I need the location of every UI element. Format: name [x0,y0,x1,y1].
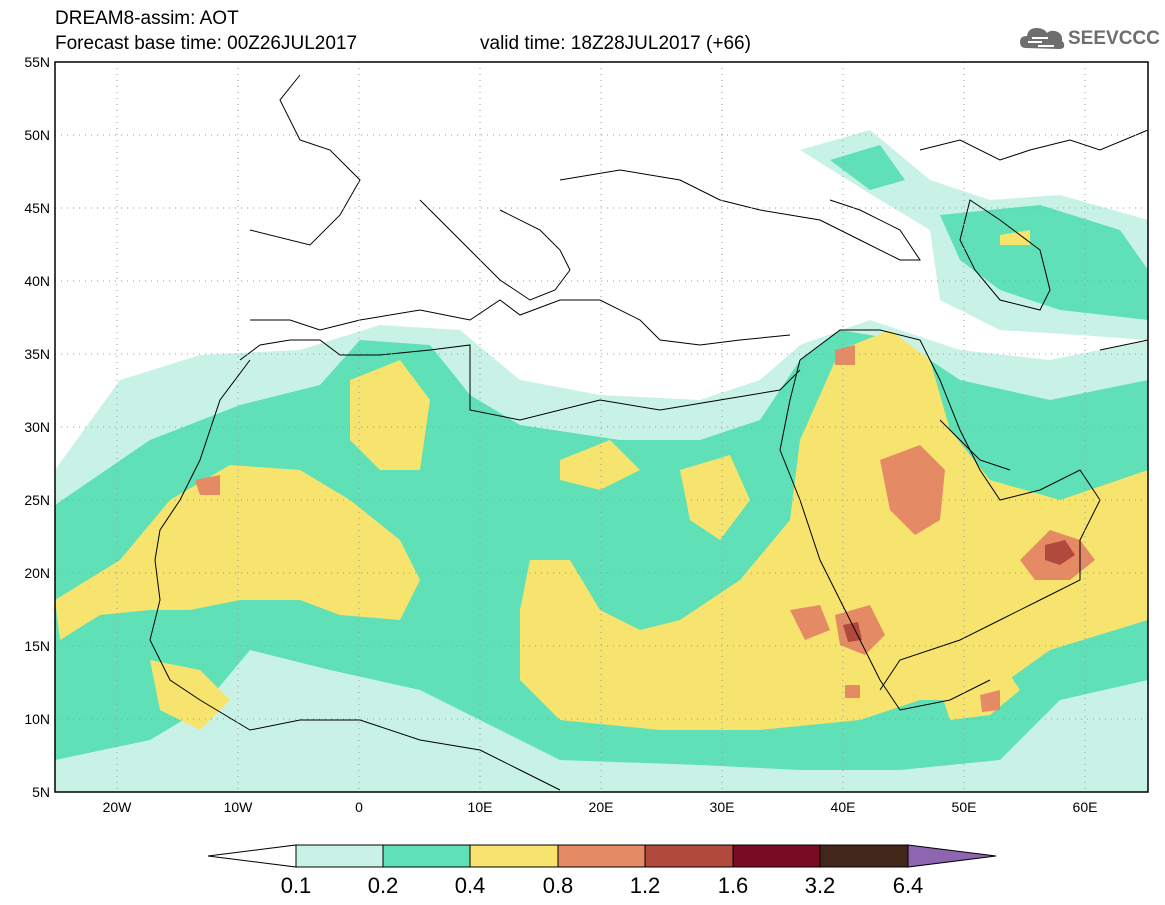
map-frame [54,61,1149,793]
colorbar-labels: 0.1 0.2 0.4 0.8 1.2 1.6 3.2 6.4 [281,873,924,898]
colorbar-label: 1.6 [718,873,749,898]
colorbar-label: 0.1 [281,873,312,898]
colorbar-bin [295,844,384,868]
cloud-icon [1020,28,1065,49]
lat-label: 15N [24,638,50,654]
seevccc-logo: SEEVCCC [1018,20,1160,60]
lon-label: 60E [1073,799,1098,815]
lat-label: 30N [24,419,50,435]
colorbar-bin [469,844,559,868]
lat-label: 55N [24,54,50,70]
colorbar-bin [382,844,471,868]
lon-label: 20W [103,799,133,815]
lon-label: 20E [589,799,614,815]
colorbar-bin [732,844,821,868]
map-title: DREAM8-assim: AOT [55,8,239,29]
aot-band-0.8-1.2 [195,345,1095,712]
lat-label: 50N [24,127,50,143]
colorbar-label: 3.2 [805,873,836,898]
aot-field [55,130,1148,792]
forecast-base-time: Forecast base time: 00Z26JUL2017 [55,33,358,54]
lon-label: 40E [831,799,856,815]
gridlines [55,62,1148,792]
colorbar-bin [644,844,734,868]
colorbar-under-arrow [207,844,297,868]
lon-label: 0 [355,799,363,815]
colorbar-bin [819,844,909,868]
aot-band-1.2-1.6 [843,540,1075,642]
lon-label: 10E [468,799,493,815]
lat-label: 45N [24,200,50,216]
colorbar-label: 0.8 [543,873,574,898]
lat-labels: 55N 50N 45N 40N 35N 30N 25N 20N 15N 10N … [24,54,50,800]
lon-label: 30E [710,799,735,815]
lon-label: 10W [224,799,254,815]
colorbar [207,844,997,868]
lat-label: 25N [24,492,50,508]
lon-label: 50E [952,799,977,815]
aot-band-0.4-0.8 [55,230,1148,730]
lat-label: 10N [24,711,50,727]
colorbar-label: 6.4 [893,873,924,898]
colorbar-over-arrow [907,844,997,868]
colorbar-label: 1.2 [630,873,661,898]
lat-label: 5N [32,784,50,800]
lat-label: 35N [24,346,50,362]
colorbar-label: 0.2 [368,873,399,898]
colorbar-bin [557,844,646,868]
valid-time: valid time: 18Z28JUL2017 (+66) [480,33,751,54]
lat-label: 20N [24,565,50,581]
colorbar-label: 0.4 [455,873,486,898]
lon-labels: 20W 10W 0 10E 20E 30E 40E 50E 60E [103,799,1098,815]
lat-label: 40N [24,273,50,289]
